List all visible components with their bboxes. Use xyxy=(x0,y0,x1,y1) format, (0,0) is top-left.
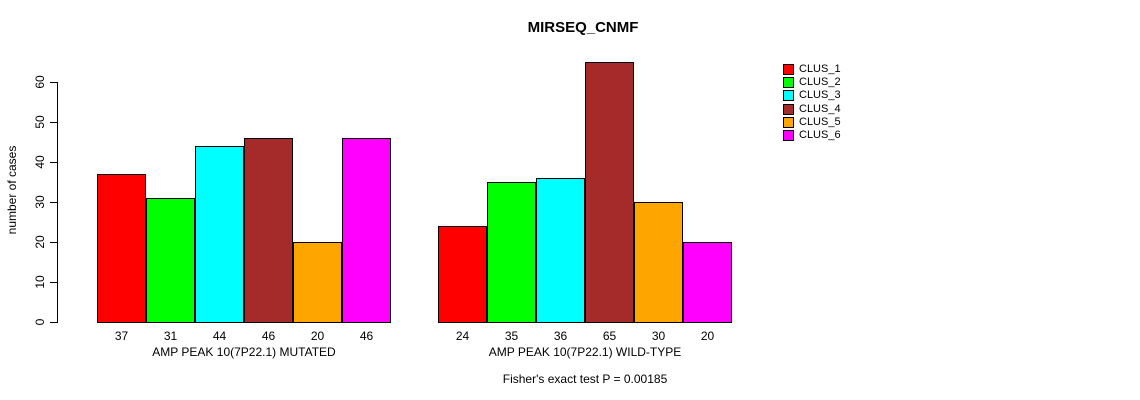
legend-swatch-icon xyxy=(783,103,794,115)
legend-label: CLUS_4 xyxy=(799,102,841,115)
bar-group2-clus_3 xyxy=(536,178,585,323)
y-axis-label: number of cases xyxy=(5,145,19,235)
legend-item-clus_1: CLUS_1 xyxy=(783,63,841,76)
legend-swatch-icon xyxy=(783,130,794,142)
bar-value-label: 35 xyxy=(504,329,519,343)
legend-swatch-icon xyxy=(783,64,794,76)
y-tick-mark xyxy=(50,122,57,123)
y-tick-label: 0 xyxy=(33,318,47,326)
bar-group2-clus_1 xyxy=(438,226,487,323)
bar-value-label: 44 xyxy=(212,329,227,343)
legend-label: CLUS_5 xyxy=(799,115,841,128)
bar-group1-clus_1 xyxy=(97,174,146,323)
bar-value-label: 46 xyxy=(261,329,276,343)
bar-group1-clus_2 xyxy=(146,198,195,323)
y-tick-mark xyxy=(50,242,57,243)
bar-group1-clus_3 xyxy=(195,146,244,323)
fisher-test-annotation: Fisher's exact test P = 0.00185 xyxy=(502,372,668,386)
legend-label: CLUS_1 xyxy=(799,63,841,76)
bar-value-label: 65 xyxy=(602,329,617,343)
y-tick-label: 40 xyxy=(33,155,47,169)
y-tick-label: 30 xyxy=(33,195,47,209)
x-axis-group-label: AMP PEAK 10(7P22.1) MUTATED xyxy=(152,345,336,359)
y-tick-label: 50 xyxy=(33,115,47,129)
y-tick-label: 10 xyxy=(33,275,47,289)
legend-item-clus_3: CLUS_3 xyxy=(783,89,841,102)
bar-value-label: 37 xyxy=(114,329,129,343)
y-tick-mark xyxy=(50,282,57,283)
bar-group2-clus_5 xyxy=(634,202,683,323)
bar-value-label: 36 xyxy=(553,329,568,343)
bar-value-label: 31 xyxy=(163,329,178,343)
bar-group2-clus_2 xyxy=(487,182,536,323)
legend-swatch-icon xyxy=(783,77,794,89)
bar-group1-clus_4 xyxy=(244,138,293,323)
legend: CLUS_1 CLUS_2 CLUS_3 CLUS_4 CLUS_5 CLUS_6 xyxy=(783,63,841,142)
bar-group1-clus_5 xyxy=(293,242,342,323)
legend-item-clus_6: CLUS_6 xyxy=(783,129,841,142)
bar-group2-clus_4 xyxy=(585,62,634,323)
bar-group2-clus_6 xyxy=(683,242,732,323)
legend-item-clus_5: CLUS_5 xyxy=(783,116,841,129)
y-tick-mark xyxy=(50,322,57,323)
bar-value-label: 24 xyxy=(455,329,470,343)
legend-label: CLUS_2 xyxy=(799,76,841,89)
bar-value-label: 46 xyxy=(359,329,374,343)
bar-value-label: 20 xyxy=(700,329,715,343)
y-tick-mark xyxy=(50,202,57,203)
y-tick-label: 20 xyxy=(33,235,47,249)
bar-value-label: 30 xyxy=(651,329,666,343)
legend-swatch-icon xyxy=(783,116,794,128)
legend-label: CLUS_3 xyxy=(799,89,841,102)
legend-label: CLUS_6 xyxy=(799,129,841,142)
y-axis-line xyxy=(57,82,58,323)
legend-item-clus_2: CLUS_2 xyxy=(783,76,841,89)
chart-title: MIRSEQ_CNMF xyxy=(527,19,639,36)
y-tick-mark xyxy=(50,162,57,163)
legend-item-clus_4: CLUS_4 xyxy=(783,103,841,116)
y-tick-mark xyxy=(50,82,57,83)
x-axis-group-label: AMP PEAK 10(7P22.1) WILD-TYPE xyxy=(488,345,682,359)
legend-swatch-icon xyxy=(783,90,794,102)
bar-group1-clus_6 xyxy=(342,138,391,323)
y-tick-label: 60 xyxy=(33,75,47,89)
bar-value-label: 20 xyxy=(310,329,325,343)
